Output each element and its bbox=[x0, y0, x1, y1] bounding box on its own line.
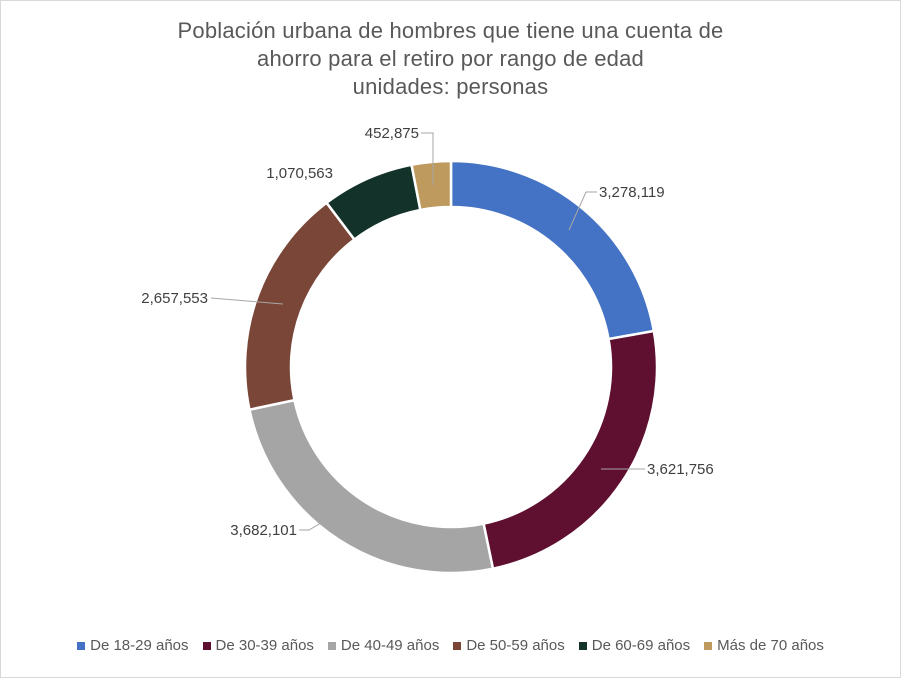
data-label-de-40-49-anos: 3,682,101 bbox=[230, 522, 297, 539]
legend-item-de-50-59-anos: De 50-59 años bbox=[453, 637, 565, 654]
legend-item-de-60-69-anos: De 60-69 años bbox=[578, 637, 691, 654]
data-label-de-50-59-anos: 2,657,553 bbox=[141, 290, 208, 307]
legend-swatch bbox=[578, 641, 587, 650]
chart-title-line-1: Población urbana de hombres que tiene un… bbox=[177, 18, 724, 43]
legend-swatch bbox=[453, 641, 462, 650]
legend-label: De 60-69 años bbox=[591, 637, 691, 654]
legend-swatch bbox=[77, 641, 86, 650]
slice-de-40-49-anos bbox=[247, 398, 495, 575]
chart-title-line-2: ahorro para el retiro por rango de edad bbox=[257, 46, 644, 71]
legend-swatch bbox=[202, 641, 211, 650]
chart-legend: De 18-29 años De 30-39 años De 40-49 años D… bbox=[1, 637, 900, 654]
slice-mas-de-70-anos bbox=[410, 159, 453, 212]
leader-line-de-50-59-anos bbox=[210, 297, 284, 305]
legend-item-de-40-49-anos: De 40-49 años bbox=[327, 637, 440, 654]
data-label-de-30-39-anos: 3,621,756 bbox=[647, 461, 714, 478]
legend-item-mas-de-70-anos: Más de 70 años bbox=[704, 637, 824, 654]
legend-label: De 50-59 años bbox=[466, 637, 565, 654]
data-label-mas-de-70-anos: 452,875 bbox=[365, 125, 419, 142]
data-label-de-60-69-anos: 1,070,563 bbox=[266, 165, 333, 182]
slice-de-30-39-anos bbox=[482, 329, 659, 571]
leader-line-mas-de-70-anos bbox=[421, 132, 434, 185]
leader-line-de-18-29-anos bbox=[568, 191, 597, 231]
legend-swatch bbox=[704, 641, 713, 650]
data-label-de-18-29-anos: 3,278,119 bbox=[599, 184, 665, 201]
chart-title-line-3: unidades: personas bbox=[352, 74, 549, 99]
legend-label: Más de 70 años bbox=[717, 637, 824, 654]
chart-title: Población urbana de hombres que tiene un… bbox=[1, 17, 900, 101]
legend-label: De 18-29 años bbox=[90, 637, 189, 654]
legend-label: De 40-49 años bbox=[340, 637, 440, 654]
leader-line-de-40-49-anos bbox=[299, 516, 332, 531]
slice-de-50-59-anos bbox=[243, 201, 357, 412]
legend-label: De 30-39 años bbox=[215, 637, 314, 654]
legend-swatch bbox=[327, 641, 336, 650]
legend-item-de-18-29-anos: De 18-29 años bbox=[77, 637, 189, 654]
legend-item-de-30-39-anos: De 30-39 años bbox=[202, 637, 314, 654]
